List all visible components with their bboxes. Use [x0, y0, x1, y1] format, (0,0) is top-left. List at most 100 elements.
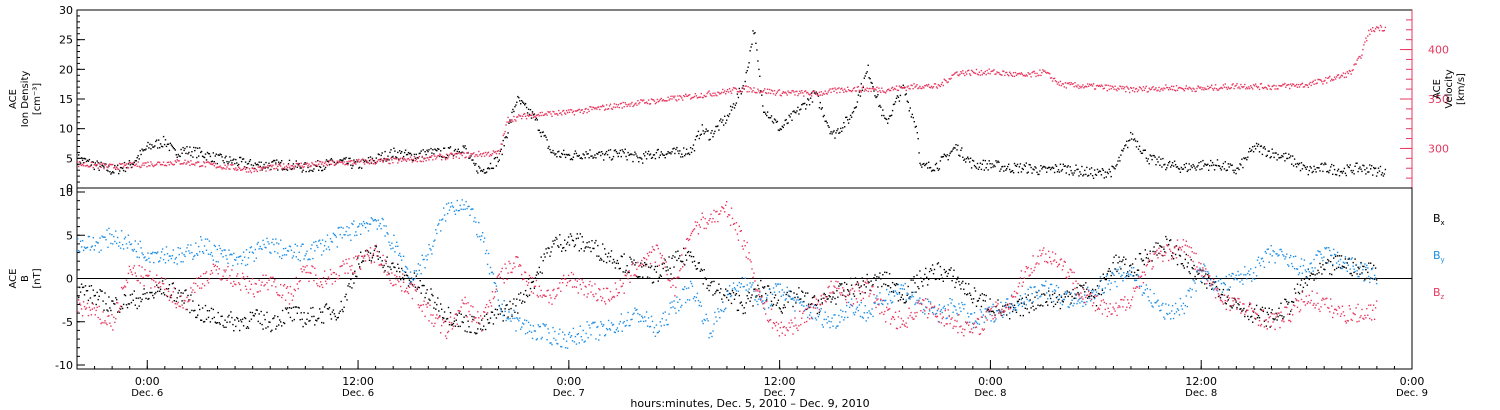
by-point: [657, 331, 659, 334]
density-point: [769, 117, 772, 119]
density-point: [626, 159, 628, 161]
by-point: [601, 323, 603, 325]
by-point: [543, 324, 545, 326]
by-point: [248, 251, 251, 253]
velocity-point: [1118, 88, 1120, 90]
density-point: [1184, 166, 1186, 169]
density-point: [1375, 175, 1378, 177]
velocity-point: [330, 163, 333, 165]
bx-point: [621, 255, 623, 258]
bx-point: [1243, 307, 1245, 310]
velocity-point: [455, 156, 457, 158]
bx-point: [1313, 279, 1315, 281]
density-point: [555, 153, 557, 155]
velocity-point: [355, 163, 357, 165]
velocity-point: [769, 92, 772, 95]
density-point: [1350, 169, 1352, 172]
bx-point: [481, 319, 483, 321]
density-point: [141, 148, 143, 150]
velocity-point: [1055, 81, 1058, 83]
density-point: [483, 168, 485, 171]
bx-point: [98, 295, 100, 297]
by-point: [213, 244, 215, 247]
velocity-point: [484, 151, 487, 154]
bx-point: [1148, 260, 1150, 263]
velocity-point: [407, 157, 410, 160]
by-point: [471, 208, 473, 210]
by-point: [886, 288, 888, 291]
density-point: [593, 156, 595, 159]
by-point: [691, 285, 694, 287]
bx-point: [160, 293, 163, 295]
bx-point: [1189, 272, 1191, 275]
by-point: [797, 296, 799, 298]
bx-point: [769, 291, 772, 294]
bx-point: [179, 295, 181, 298]
velocity-point: [971, 70, 974, 73]
velocity-point: [577, 109, 579, 111]
density-point: [703, 133, 705, 135]
by-point: [259, 245, 261, 248]
bx-point: [1119, 260, 1121, 263]
density-point: [1041, 168, 1043, 170]
velocity-point: [1220, 86, 1223, 89]
velocity-point: [1265, 87, 1267, 89]
density-point: [834, 137, 836, 139]
bx-point: [674, 256, 676, 258]
velocity-point: [1335, 76, 1338, 78]
by-point: [583, 341, 585, 343]
velocity-point: [203, 162, 206, 164]
density-point: [985, 167, 987, 169]
bx-point: [121, 307, 124, 310]
by-point: [653, 326, 656, 329]
density-point: [913, 121, 915, 123]
bx-point: [513, 298, 515, 300]
bx-point: [1126, 275, 1128, 277]
velocity-point: [233, 168, 235, 170]
density-point: [664, 157, 666, 159]
velocity-point: [437, 155, 439, 157]
velocity-point: [954, 72, 956, 74]
bx-point: [1366, 277, 1368, 280]
density-point: [1247, 156, 1249, 158]
bx-point: [177, 292, 179, 294]
density-point: [648, 154, 651, 156]
velocity-point: [1236, 83, 1238, 85]
velocity-point: [1356, 59, 1358, 61]
bx-point: [1262, 310, 1265, 313]
velocity-point: [357, 160, 359, 162]
velocity-point: [687, 94, 690, 96]
bx-point: [708, 289, 710, 292]
by-point: [443, 214, 446, 216]
by-point: [483, 237, 486, 239]
density-point: [1012, 172, 1015, 174]
density-point: [321, 169, 323, 172]
density-point: [81, 159, 84, 161]
bx-point: [391, 262, 393, 265]
velocity-point: [611, 108, 614, 110]
by-point: [686, 299, 689, 301]
by-point: [745, 289, 747, 291]
bx-point: [335, 319, 337, 321]
bx-point: [541, 272, 543, 274]
velocity-point: [1213, 87, 1216, 89]
velocity-point: [1174, 90, 1177, 92]
velocity-point: [497, 150, 499, 152]
by-point: [199, 250, 201, 253]
velocity-point: [439, 153, 441, 155]
velocity-point: [364, 159, 367, 161]
velocity-point: [996, 71, 998, 73]
by-point: [265, 247, 267, 249]
density-point: [602, 153, 604, 155]
by-point: [280, 239, 282, 241]
velocity-point: [188, 161, 190, 163]
bx-point: [131, 293, 133, 295]
density-point: [1149, 154, 1151, 156]
velocity-point: [442, 155, 444, 157]
velocity-point: [537, 113, 539, 116]
bx-point: [975, 305, 978, 307]
bx-point: [751, 294, 753, 296]
bx-point: [421, 284, 423, 287]
velocity-point: [490, 154, 493, 157]
density-point: [1361, 170, 1363, 173]
